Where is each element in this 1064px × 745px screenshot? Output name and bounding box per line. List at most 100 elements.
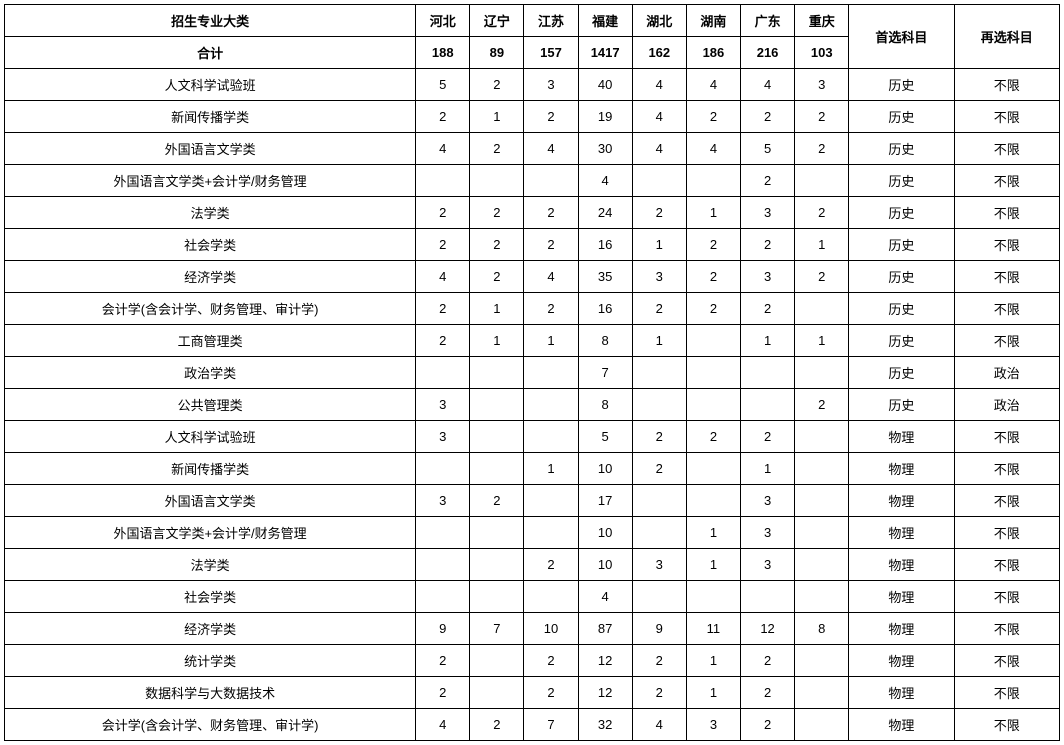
value-cell	[632, 485, 686, 517]
col-header-hunan: 湖南	[686, 5, 740, 37]
table-row: 人文科学试验班35222物理不限	[5, 421, 1060, 453]
value-cell: 12	[578, 645, 632, 677]
value-cell: 2	[632, 421, 686, 453]
second-subject: 不限	[954, 581, 1059, 613]
value-cell: 2	[416, 325, 470, 357]
value-cell	[686, 357, 740, 389]
value-cell: 1	[741, 453, 795, 485]
value-cell: 10	[524, 613, 578, 645]
value-cell: 2	[741, 293, 795, 325]
table-row: 工商管理类2118111历史不限	[5, 325, 1060, 357]
second-subject: 不限	[954, 709, 1059, 741]
value-cell: 1	[470, 325, 524, 357]
value-cell: 1	[632, 229, 686, 261]
value-cell	[795, 581, 849, 613]
value-cell: 4	[741, 69, 795, 101]
total-hubei: 162	[632, 37, 686, 69]
value-cell: 2	[686, 101, 740, 133]
value-cell: 1	[686, 197, 740, 229]
value-cell: 12	[578, 677, 632, 709]
major-name: 法学类	[5, 549, 416, 581]
value-cell: 2	[524, 101, 578, 133]
value-cell: 1	[524, 325, 578, 357]
table-row: 外国语言文学类424304452历史不限	[5, 133, 1060, 165]
value-cell: 16	[578, 229, 632, 261]
value-cell	[470, 549, 524, 581]
col-header-chongqing: 重庆	[795, 5, 849, 37]
value-cell	[470, 581, 524, 613]
value-cell	[470, 453, 524, 485]
total-liaoning: 89	[470, 37, 524, 69]
major-name: 统计学类	[5, 645, 416, 677]
value-cell: 2	[416, 197, 470, 229]
value-cell: 1	[524, 453, 578, 485]
value-cell	[470, 357, 524, 389]
table-row: 公共管理类382历史政治	[5, 389, 1060, 421]
value-cell	[524, 357, 578, 389]
value-cell	[470, 165, 524, 197]
first-subject: 历史	[849, 357, 954, 389]
value-cell: 3	[416, 389, 470, 421]
value-cell: 10	[578, 549, 632, 581]
value-cell	[524, 389, 578, 421]
table-row: 会计学(含会计学、财务管理、审计学)21216222历史不限	[5, 293, 1060, 325]
value-cell: 3	[686, 709, 740, 741]
table-row: 新闻传播学类212194222历史不限	[5, 101, 1060, 133]
value-cell: 35	[578, 261, 632, 293]
table-row: 政治学类7历史政治	[5, 357, 1060, 389]
total-chongqing: 103	[795, 37, 849, 69]
value-cell: 2	[524, 229, 578, 261]
value-cell: 2	[524, 293, 578, 325]
second-subject: 不限	[954, 229, 1059, 261]
total-guangdong: 216	[741, 37, 795, 69]
value-cell: 3	[795, 69, 849, 101]
value-cell	[686, 325, 740, 357]
value-cell: 2	[470, 485, 524, 517]
major-name: 政治学类	[5, 357, 416, 389]
major-name: 社会学类	[5, 229, 416, 261]
major-name: 经济学类	[5, 613, 416, 645]
value-cell: 10	[578, 517, 632, 549]
value-cell: 2	[416, 229, 470, 261]
table-row: 新闻传播学类11021物理不限	[5, 453, 1060, 485]
major-name: 社会学类	[5, 581, 416, 613]
value-cell: 16	[578, 293, 632, 325]
second-subject: 不限	[954, 453, 1059, 485]
value-cell: 1	[795, 229, 849, 261]
value-cell	[416, 165, 470, 197]
value-cell	[524, 421, 578, 453]
value-cell: 2	[416, 677, 470, 709]
major-name: 新闻传播学类	[5, 101, 416, 133]
value-cell: 2	[741, 229, 795, 261]
value-cell: 87	[578, 613, 632, 645]
value-cell: 2	[632, 645, 686, 677]
value-cell	[416, 549, 470, 581]
second-subject: 不限	[954, 69, 1059, 101]
table-body: 人文科学试验班523404443历史不限新闻传播学类212194222历史不限外…	[5, 69, 1060, 741]
value-cell: 1	[686, 677, 740, 709]
value-cell	[416, 581, 470, 613]
value-cell	[795, 677, 849, 709]
value-cell	[795, 517, 849, 549]
major-name: 外国语言文学类+会计学/财务管理	[5, 165, 416, 197]
col-header-hubei: 湖北	[632, 5, 686, 37]
value-cell: 3	[741, 549, 795, 581]
second-subject: 不限	[954, 165, 1059, 197]
value-cell: 2	[470, 69, 524, 101]
value-cell	[470, 677, 524, 709]
value-cell: 4	[686, 133, 740, 165]
value-cell: 2	[795, 261, 849, 293]
value-cell: 3	[632, 261, 686, 293]
value-cell: 3	[632, 549, 686, 581]
value-cell	[795, 485, 849, 517]
value-cell	[470, 389, 524, 421]
value-cell: 1	[686, 645, 740, 677]
value-cell: 3	[741, 261, 795, 293]
table-row: 外国语言文学类32173物理不限	[5, 485, 1060, 517]
first-subject: 历史	[849, 261, 954, 293]
value-cell	[795, 709, 849, 741]
col-header-second-subject: 再选科目	[954, 5, 1059, 69]
value-cell: 4	[632, 101, 686, 133]
first-subject: 物理	[849, 709, 954, 741]
second-subject: 不限	[954, 421, 1059, 453]
